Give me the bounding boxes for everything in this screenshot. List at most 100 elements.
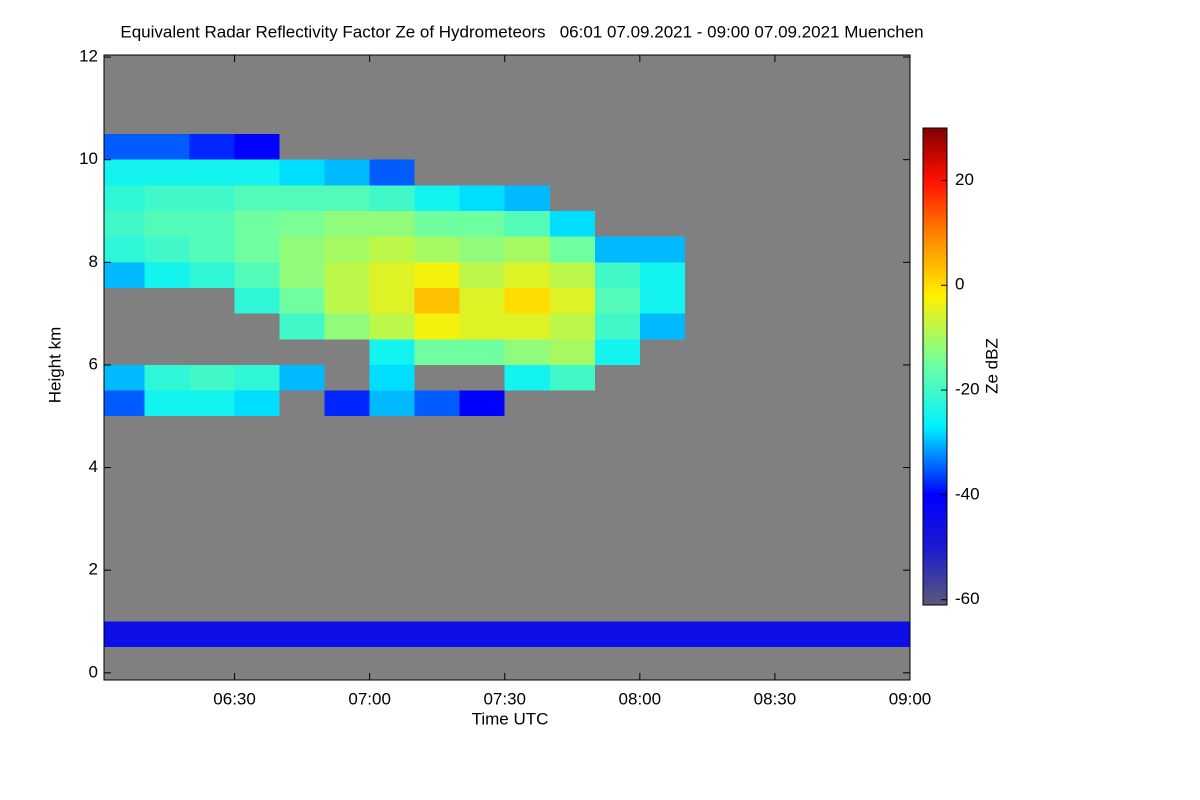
cell xyxy=(549,210,595,237)
cell xyxy=(369,159,415,186)
cell xyxy=(104,364,145,391)
cell xyxy=(369,236,415,263)
cell xyxy=(459,262,505,288)
cell xyxy=(414,262,460,288)
y-tick-label: 12 xyxy=(79,47,98,66)
colorbar-tick-label: 0 xyxy=(955,275,964,294)
cell xyxy=(504,313,550,340)
cell xyxy=(279,621,325,648)
y-tick-label: 10 xyxy=(79,149,98,168)
cell xyxy=(504,210,550,237)
plot-frame xyxy=(103,54,911,681)
cell xyxy=(324,390,370,417)
colorbar-tick-label: -20 xyxy=(955,380,980,399)
cell xyxy=(104,185,145,211)
cell xyxy=(414,287,460,314)
colorbar xyxy=(922,127,948,606)
chart-title: Equivalent Radar Reflectivity Factor Ze … xyxy=(120,22,923,41)
cell xyxy=(864,621,910,648)
cell xyxy=(459,621,505,648)
cell xyxy=(234,185,280,211)
y-tick-label: 4 xyxy=(89,457,98,476)
x-axis-label: Time UTC xyxy=(472,709,549,728)
cell xyxy=(279,236,325,263)
cell xyxy=(369,364,415,391)
cell xyxy=(639,287,685,314)
cell xyxy=(234,364,280,391)
cell xyxy=(144,185,190,211)
y-axis-label: Height km xyxy=(45,327,64,404)
cell xyxy=(279,364,325,391)
cell xyxy=(369,262,415,288)
cell xyxy=(104,390,145,417)
cell xyxy=(639,262,685,288)
cell xyxy=(144,390,190,417)
cell xyxy=(279,313,325,340)
cell xyxy=(369,621,415,648)
cell xyxy=(594,236,640,263)
cell xyxy=(279,262,325,288)
cell xyxy=(549,262,595,288)
cell xyxy=(324,236,370,263)
cell xyxy=(504,364,550,391)
cell xyxy=(594,262,640,288)
cell xyxy=(234,210,280,237)
colorbar-tick-label: -60 xyxy=(955,589,980,608)
cell xyxy=(504,339,550,365)
cell xyxy=(189,364,235,391)
cell xyxy=(234,134,280,160)
cell xyxy=(369,185,415,211)
cell xyxy=(684,621,730,648)
cell xyxy=(104,621,145,648)
cell xyxy=(459,287,505,314)
cell xyxy=(549,621,595,648)
cell xyxy=(144,262,190,288)
cell xyxy=(549,313,595,340)
x-tick-label: 07:30 xyxy=(483,689,526,708)
colorbar-label: Ze dBZ xyxy=(982,338,1001,394)
cell xyxy=(234,262,280,288)
cell xyxy=(324,185,370,211)
cell xyxy=(459,339,505,365)
cell xyxy=(189,159,235,186)
cell xyxy=(324,262,370,288)
cell xyxy=(279,287,325,314)
cell xyxy=(369,287,415,314)
cell xyxy=(189,210,235,237)
cell xyxy=(104,262,145,288)
cell xyxy=(144,134,190,160)
cell xyxy=(369,339,415,365)
cell xyxy=(639,236,685,263)
cell xyxy=(504,287,550,314)
cell xyxy=(234,159,280,186)
cell xyxy=(144,621,190,648)
cell xyxy=(549,287,595,314)
x-tick-label: 08:30 xyxy=(754,689,797,708)
cell xyxy=(639,621,685,648)
cell xyxy=(234,287,280,314)
cell xyxy=(234,390,280,417)
cell xyxy=(104,210,145,237)
cell xyxy=(729,621,775,648)
cell xyxy=(414,621,460,648)
cell xyxy=(324,159,370,186)
cell xyxy=(189,236,235,263)
cell xyxy=(369,390,415,417)
y-tick-label: 6 xyxy=(89,354,98,373)
cell xyxy=(504,236,550,263)
cell xyxy=(234,236,280,263)
cell xyxy=(189,262,235,288)
cell xyxy=(279,159,325,186)
cell xyxy=(189,621,235,648)
x-tick-label: 06:30 xyxy=(213,689,256,708)
cell xyxy=(459,390,505,417)
cell xyxy=(594,287,640,314)
cell xyxy=(324,287,370,314)
cell xyxy=(414,236,460,263)
colorbar-tick-label: -40 xyxy=(955,484,980,503)
cell xyxy=(324,313,370,340)
cell xyxy=(774,621,820,648)
cell xyxy=(144,159,190,186)
cell xyxy=(144,210,190,237)
